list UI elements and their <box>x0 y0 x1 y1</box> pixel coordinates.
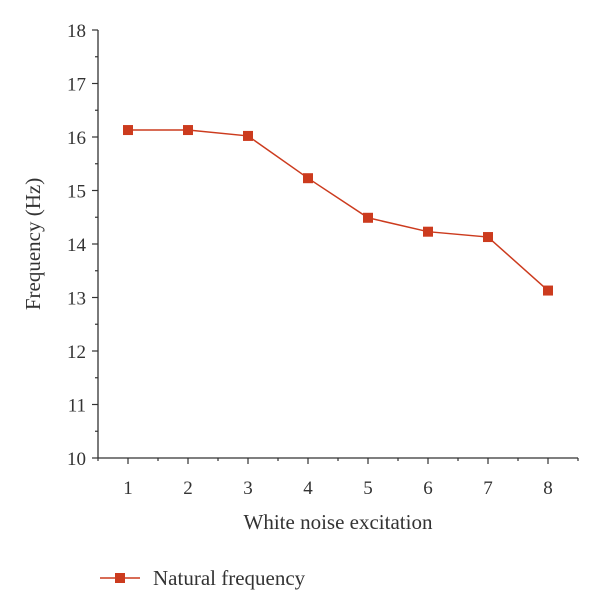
series-line <box>128 129 549 292</box>
y-tick-label: 13 <box>67 289 86 310</box>
data-point <box>363 212 373 223</box>
x-axis-title: White noise excitation <box>244 510 433 534</box>
x-tick-label: 8 <box>543 478 553 499</box>
data-point <box>543 285 553 296</box>
x-tick-label: 1 <box>123 478 133 499</box>
data-point <box>423 226 433 237</box>
data-point <box>123 125 133 136</box>
x-tick-label: 5 <box>363 478 373 499</box>
legend: Natural frequency <box>100 566 306 590</box>
data-point <box>303 173 313 184</box>
legend-label: Natural frequency <box>153 566 306 590</box>
y-ticks: 10 11 12 13 14 15 16 17 18 <box>67 21 98 470</box>
axes <box>97 30 578 459</box>
data-point <box>183 125 193 136</box>
series-layer <box>123 125 553 296</box>
data-point <box>483 232 493 243</box>
y-axis-title: Frequency (Hz) <box>21 178 45 310</box>
x-tick-label: 7 <box>483 478 493 499</box>
y-tick-label: 18 <box>67 21 86 42</box>
legend-marker-swatch <box>115 573 125 583</box>
x-tick-label: 2 <box>183 478 193 499</box>
y-tick-label: 17 <box>67 75 86 96</box>
data-point <box>243 130 253 141</box>
x-tick-label: 3 <box>243 478 253 499</box>
y-tick-label: 14 <box>67 235 87 256</box>
y-tick-label: 10 <box>67 449 86 470</box>
x-tick-label: 4 <box>303 478 313 499</box>
y-tick-label: 16 <box>67 128 86 149</box>
y-tick-label: 11 <box>68 396 86 417</box>
y-tick-label: 15 <box>67 182 86 203</box>
x-ticks: 1 2 3 4 5 6 7 8 <box>97 458 579 499</box>
y-tick-label: 12 <box>67 342 86 363</box>
x-tick-label: 6 <box>423 478 433 499</box>
